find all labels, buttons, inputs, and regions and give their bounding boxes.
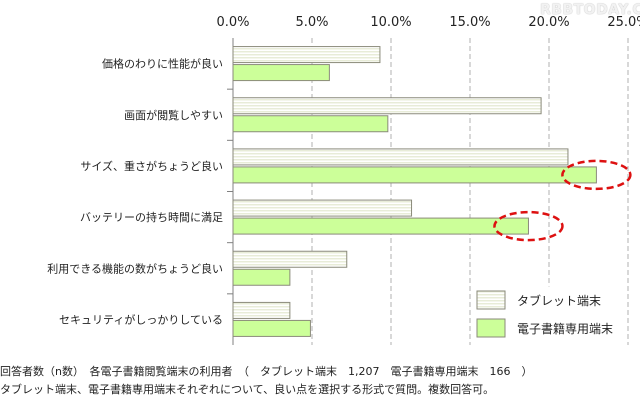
category-label: 価格のわりに性能が良い xyxy=(102,57,223,71)
watermark: RBBTODAY.COM xyxy=(540,2,640,18)
footnote-question: タブレット端末、電子書籍専用端末それぞれについて、良い点を選択する形式で質問。複… xyxy=(0,383,495,396)
bar-ereader xyxy=(232,268,291,286)
highlight-ellipse xyxy=(493,210,564,242)
bar-ereader xyxy=(232,64,330,82)
category-label: バッテリーの持ち時間に満足 xyxy=(80,210,223,224)
legend-label: タブレット端末 xyxy=(517,293,601,308)
tick-label: 25.0% xyxy=(607,15,640,30)
tick-label: 20.0% xyxy=(528,15,569,30)
bar-tablet xyxy=(232,97,542,115)
tick-label: 5.0% xyxy=(295,15,328,30)
legend-label: 電子書籍専用端末 xyxy=(517,321,613,336)
legend-swatch-ereader xyxy=(476,318,506,338)
bar-tablet xyxy=(232,301,291,319)
bar-ereader xyxy=(232,319,311,337)
bar-tablet xyxy=(232,148,569,166)
bar-tablet xyxy=(232,46,381,64)
tick-label: 0.0% xyxy=(216,15,249,30)
highlight-ellipse xyxy=(561,159,632,191)
bar-ereader xyxy=(232,115,389,133)
legend-swatch-tablet xyxy=(476,290,506,310)
category-label: セキュリティがしっかりしている xyxy=(59,312,223,326)
footnote-respondents: 回答者数（n数） 各電子書籍閲覧端末の利用者 （ タブレット端末 1,207 電… xyxy=(0,365,533,378)
tick-label: 10.0% xyxy=(370,15,411,30)
bar-tablet xyxy=(232,199,413,217)
bar-tablet xyxy=(232,250,348,268)
category-label: 利用できる機能の数がちょうど良い xyxy=(47,261,223,275)
bar-ereader xyxy=(232,217,529,235)
category-label: サイズ、重さがちょうど良い xyxy=(80,159,223,173)
category-label: 画面が閲覧しやすい xyxy=(124,108,223,122)
bar-chart: 0.0% 5.0% 10.0% 15.0% 20.0% 25.0% 価格のわりに性能が良い… xyxy=(47,15,640,345)
tick-label: 15.0% xyxy=(449,15,490,30)
bar-ereader xyxy=(232,166,597,184)
